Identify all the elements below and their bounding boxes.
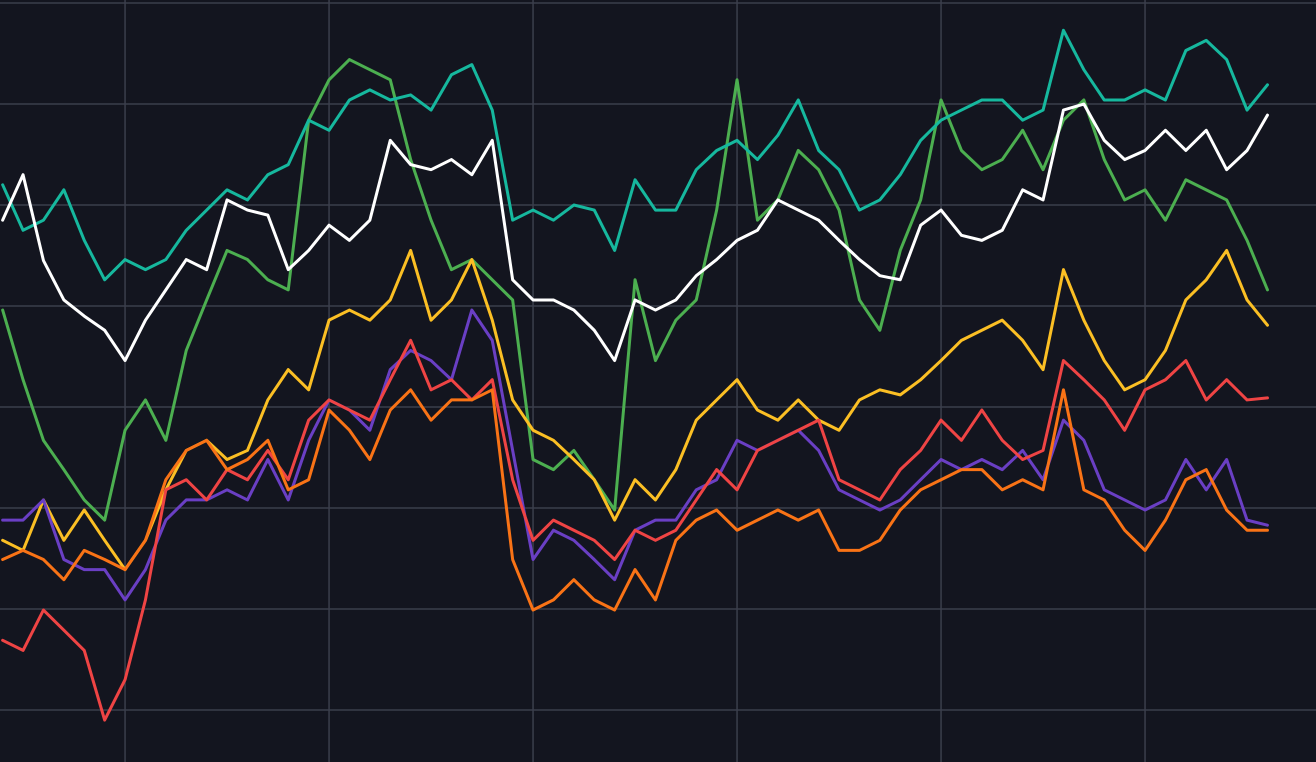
series-line bbox=[1, 388, 1269, 612]
series-line bbox=[1, 58, 1269, 522]
series-line bbox=[1, 102, 1269, 363]
series-line bbox=[1, 248, 1269, 572]
series-line bbox=[1, 338, 1269, 722]
series-line bbox=[1, 28, 1269, 282]
